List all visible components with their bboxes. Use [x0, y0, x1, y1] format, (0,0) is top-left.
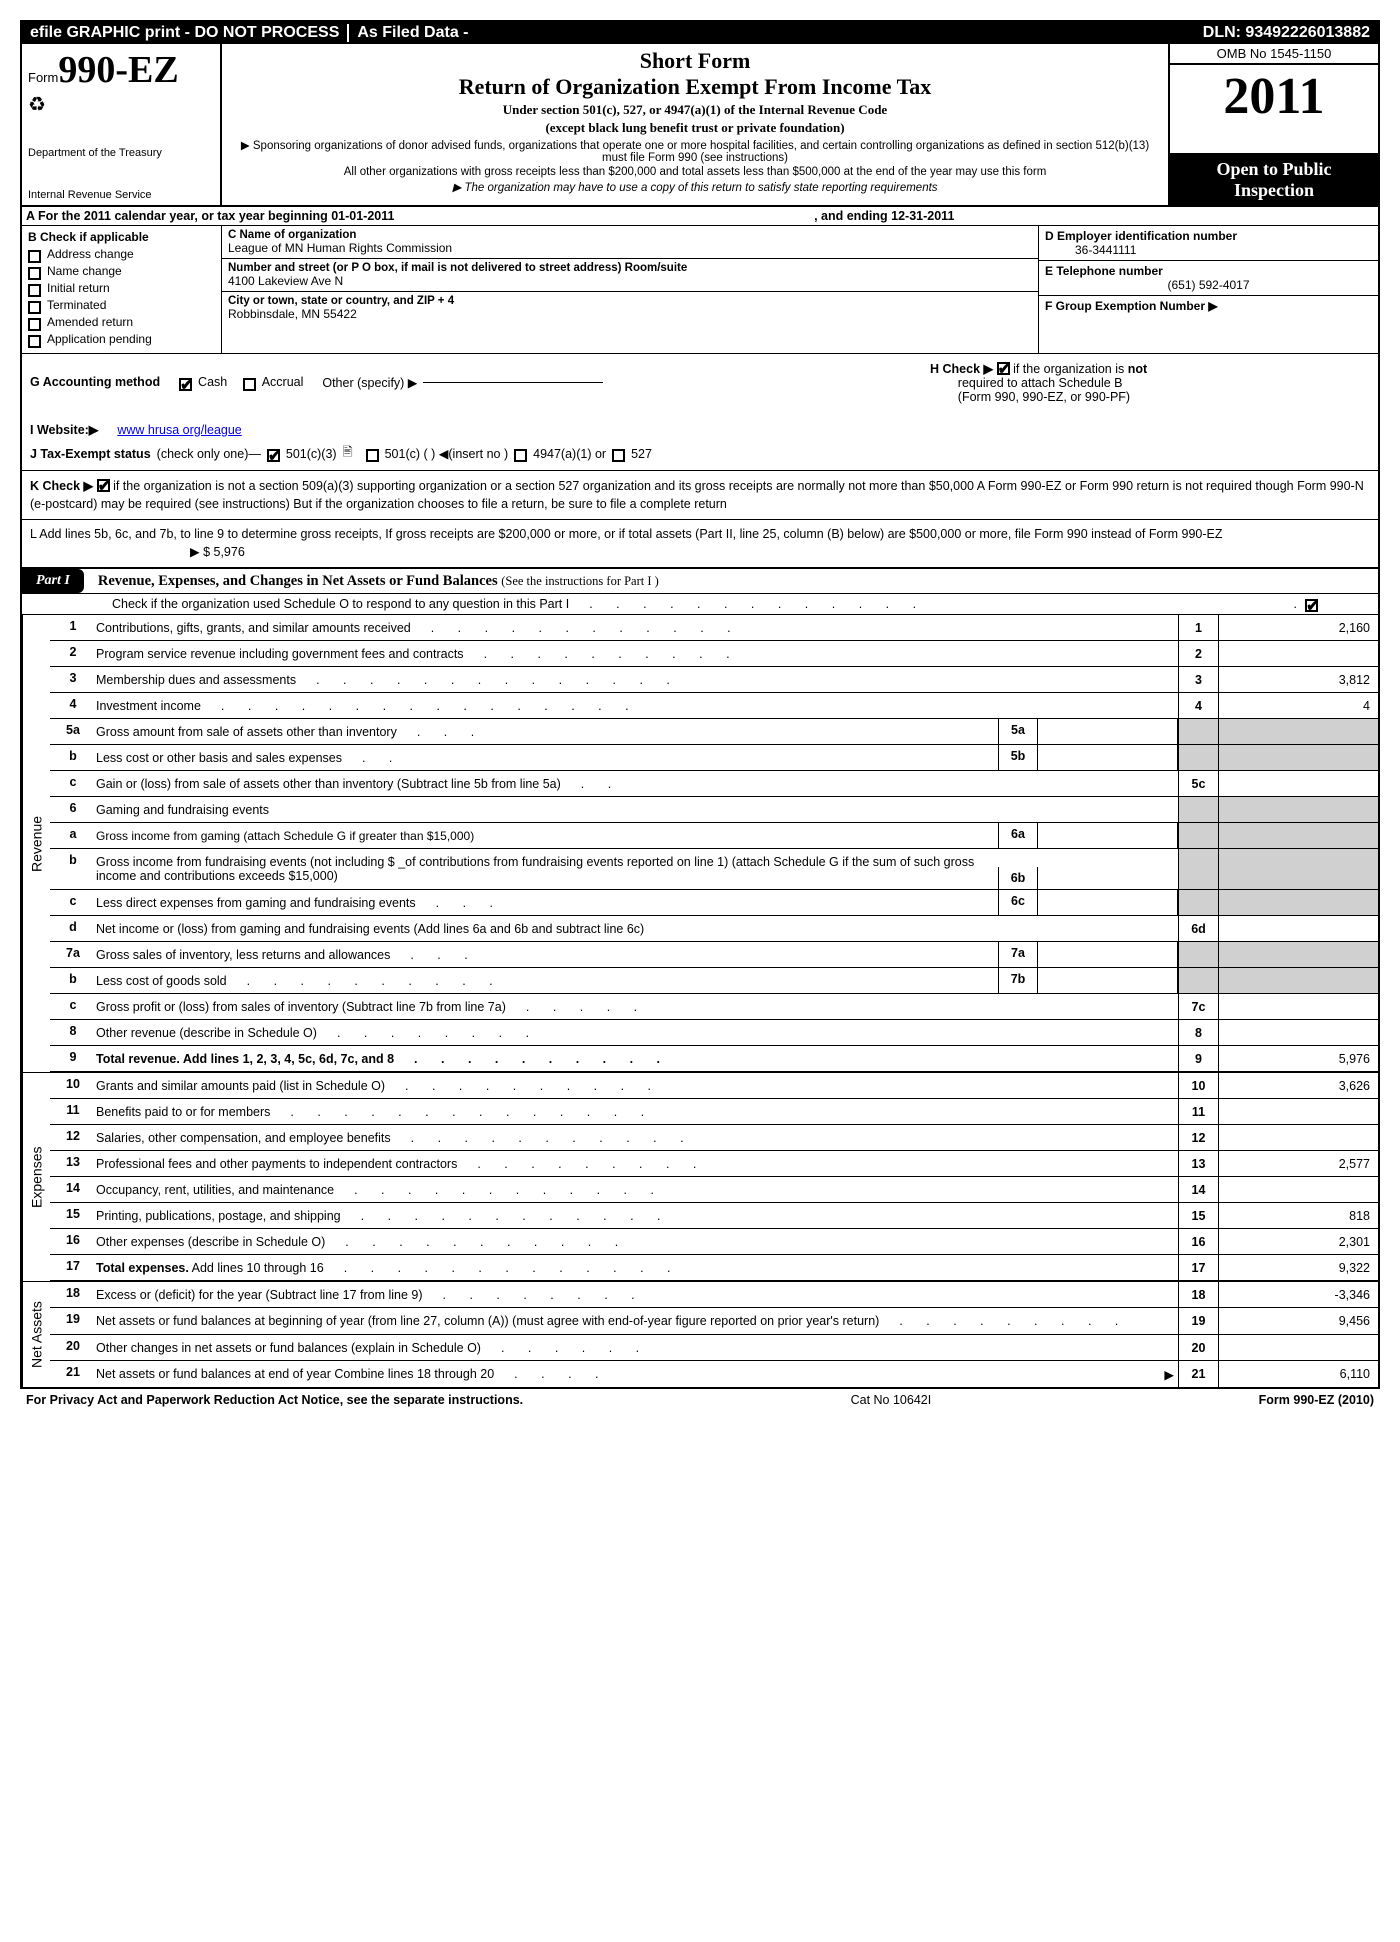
form-990ez: efile GRAPHIC print - DO NOT PROCESS As … — [20, 20, 1380, 1389]
website-link[interactable]: www hrusa org/league — [117, 423, 241, 437]
cat-no: Cat No 10642I — [523, 1393, 1259, 1407]
form-prefix: Form — [28, 70, 58, 85]
addr: 4100 Lakeview Ave N — [228, 274, 1032, 288]
cb-initial-return[interactable] — [28, 284, 41, 297]
header-right: OMB No 1545-1150 2011 Open to Public Ins… — [1168, 44, 1378, 205]
city: Robbinsdale, MN 55422 — [228, 307, 1032, 321]
cb-pending[interactable] — [28, 335, 41, 348]
note1: ▶ Sponsoring organizations of donor advi… — [228, 138, 1162, 164]
note2: All other organizations with gross recei… — [228, 166, 1162, 178]
ein-label: D Employer identification number — [1045, 229, 1372, 243]
short-form: Short Form — [228, 48, 1162, 74]
tax-year: 2011 — [1170, 65, 1378, 155]
col-c: C Name of organization League of MN Huma… — [222, 226, 1038, 353]
privacy-notice: For Privacy Act and Paperwork Reduction … — [26, 1393, 523, 1407]
col-b-label: B Check if applicable — [28, 230, 215, 244]
form-ref: Form 990-EZ (2010) — [1259, 1393, 1374, 1407]
revenue-label: Revenue — [22, 615, 50, 1072]
part1-title: Revenue, Expenses, and Changes in Net As… — [84, 573, 659, 590]
netassets-label: Net Assets — [22, 1282, 50, 1387]
dln: DLN: 93492226013882 — [1199, 24, 1374, 42]
ein: 36-3441111 — [1045, 243, 1372, 257]
cb-amended[interactable] — [28, 318, 41, 331]
cb-k[interactable] — [97, 479, 110, 492]
top-bar: efile GRAPHIC print - DO NOT PROCESS As … — [22, 22, 1378, 44]
tel: (651) 592-4017 — [1045, 278, 1372, 292]
header-mid: Short Form Return of Organization Exempt… — [222, 44, 1168, 205]
tax-year-end: , and ending 12-31-2011 — [814, 209, 954, 223]
dept-irs: Internal Revenue Service — [28, 189, 214, 201]
sub1: Under section 501(c), 527, or 4947(a)(1)… — [228, 102, 1162, 118]
cb-name-change[interactable] — [28, 267, 41, 280]
addr-label: Number and street (or P O box, if mail i… — [228, 262, 1032, 274]
cb-4947[interactable] — [514, 449, 527, 462]
tel-label: E Telephone number — [1045, 264, 1372, 278]
rows-g-h-i-j: G Accounting method Cash Accrual Other (… — [22, 354, 1378, 471]
cb-accrual[interactable] — [243, 378, 256, 391]
l-text: L Add lines 5b, 6c, and 7b, to line 9 to… — [30, 527, 1223, 541]
j-label: J Tax-Exempt status — [30, 447, 151, 461]
cb-h[interactable] — [997, 362, 1010, 375]
section-b-c-d: B Check if applicable Address change Nam… — [22, 226, 1378, 354]
sched-o-row: Check if the organization used Schedule … — [22, 594, 1378, 615]
open-inspection: Open to Public Inspection — [1170, 155, 1378, 205]
g-label: G Accounting method — [30, 375, 160, 389]
k-body: if the organization is not a section 509… — [30, 479, 1364, 511]
part1-tag: Part I — [22, 569, 84, 593]
expenses-section: Expenses 10Grants and similar amounts pa… — [22, 1072, 1378, 1281]
cb-sched-o[interactable] — [1305, 599, 1318, 612]
grp-label: F Group Exemption Number ▶ — [1045, 299, 1372, 313]
cb-address-change[interactable] — [28, 250, 41, 263]
org-name: League of MN Human Rights Commission — [228, 241, 1032, 255]
cb-terminated[interactable] — [28, 301, 41, 314]
expenses-label: Expenses — [22, 1073, 50, 1281]
row-h: H Check ▶ if the organization is not req… — [930, 360, 1370, 404]
row-k: K Check ▶ if the organization is not a s… — [22, 471, 1378, 520]
sub2: (except black lung benefit trust or priv… — [228, 120, 1162, 136]
col-b: B Check if applicable Address change Nam… — [22, 226, 222, 353]
as-filed: As Filed Data - — [353, 24, 472, 42]
row-a: A For the 2011 calendar year, or tax yea… — [22, 207, 1378, 226]
footer: For Privacy Act and Paperwork Reduction … — [20, 1389, 1380, 1411]
org-name-label: C Name of organization — [228, 229, 1032, 241]
tax-year-begin: A For the 2011 calendar year, or tax yea… — [26, 209, 394, 223]
omb-number: OMB No 1545-1150 — [1170, 44, 1378, 65]
row-l: L Add lines 5b, 6c, and 7b, to line 9 to… — [22, 520, 1378, 568]
header-left: Form990-EZ ♻ Department of the Treasury … — [22, 44, 222, 205]
cb-501c3[interactable] — [267, 449, 280, 462]
part1-header: Part I Revenue, Expenses, and Changes in… — [22, 568, 1378, 594]
cb-527[interactable] — [612, 449, 625, 462]
col-def: D Employer identification number 36-3441… — [1038, 226, 1378, 353]
efile-notice: efile GRAPHIC print - DO NOT PROCESS — [26, 24, 343, 42]
note3: ▶ The organization may have to use a cop… — [228, 180, 1162, 194]
recycle-icon: ♻ — [28, 92, 214, 117]
form-title: Return of Organization Exempt From Incom… — [228, 74, 1162, 100]
i-label: I Website:▶ — [30, 422, 98, 437]
cb-cash[interactable] — [179, 378, 192, 391]
l-amount: ▶ $ 5,976 — [30, 545, 245, 559]
netassets-section: Net Assets 18Excess or (deficit) for the… — [22, 1281, 1378, 1387]
revenue-section: Revenue 1Contributions, gifts, grants, a… — [22, 615, 1378, 1072]
dept-treasury: Department of the Treasury — [28, 147, 214, 159]
cb-501c[interactable] — [366, 449, 379, 462]
city-label: City or town, state or country, and ZIP … — [228, 295, 1032, 307]
form-number: 990-EZ — [58, 49, 178, 91]
header: Form990-EZ ♻ Department of the Treasury … — [22, 44, 1378, 207]
